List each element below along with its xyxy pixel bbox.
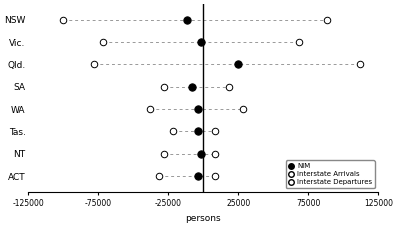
Point [211,152,218,155]
Point [197,152,204,155]
Point [239,107,246,111]
Point [170,130,176,133]
Point [155,174,162,178]
Point [211,174,218,178]
Point [235,63,241,66]
Point [161,152,167,155]
Point [195,107,201,111]
Point [91,63,97,66]
Point [60,18,66,22]
Point [197,40,204,44]
Legend: NIM, Interstate Arrivals, Interstate Departures: NIM, Interstate Arrivals, Interstate Dep… [286,160,375,188]
Point [323,18,330,22]
Point [189,85,195,89]
Point [161,85,167,89]
Point [211,130,218,133]
X-axis label: persons: persons [185,214,221,223]
Point [195,130,201,133]
Point [183,18,190,22]
Point [357,63,363,66]
Point [147,107,153,111]
Point [295,40,302,44]
Point [225,85,232,89]
Point [99,40,106,44]
Point [195,174,201,178]
